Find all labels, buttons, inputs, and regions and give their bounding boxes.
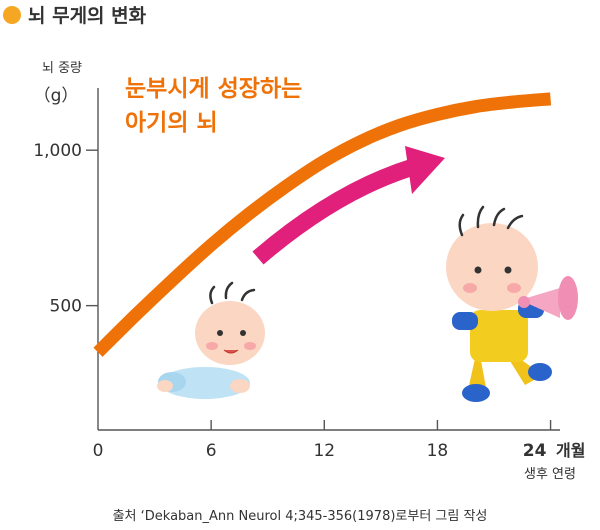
annotation-line-2: 아기의 뇌 [125,110,218,136]
x-tick-label-12: 12 [313,441,335,461]
y-axis-label: 뇌 중량 [42,61,82,76]
source-citation: 출처 ‘Dekaban_Ann Neurol 4;345-356(1978)로부… [112,509,488,524]
crawling-baby-illustration [157,281,265,399]
y-axis-unit: （g） [34,86,79,106]
y-tick-label-1000: 1,000 [33,141,82,161]
trumpet-baby-illustration [446,205,578,402]
x-tick-label-24: 24 [523,441,547,461]
chart-title: 뇌 무게의 변화 [28,5,147,27]
x-tick-label-6: 6 [206,441,217,461]
x-axis-label: 생후 연령 [524,467,576,482]
y-tick-label-500: 500 [50,297,82,317]
series-line-brain-weight [93,92,552,357]
title-dot-icon [3,6,21,24]
x-tick-label-18: 18 [427,441,449,461]
x-tick-label-0: 0 [93,441,104,461]
x-axis-unit: 개월 [556,441,585,460]
growth-arrow-icon [252,146,445,265]
annotation-line-1: 눈부시게 성장하는 [125,76,302,102]
